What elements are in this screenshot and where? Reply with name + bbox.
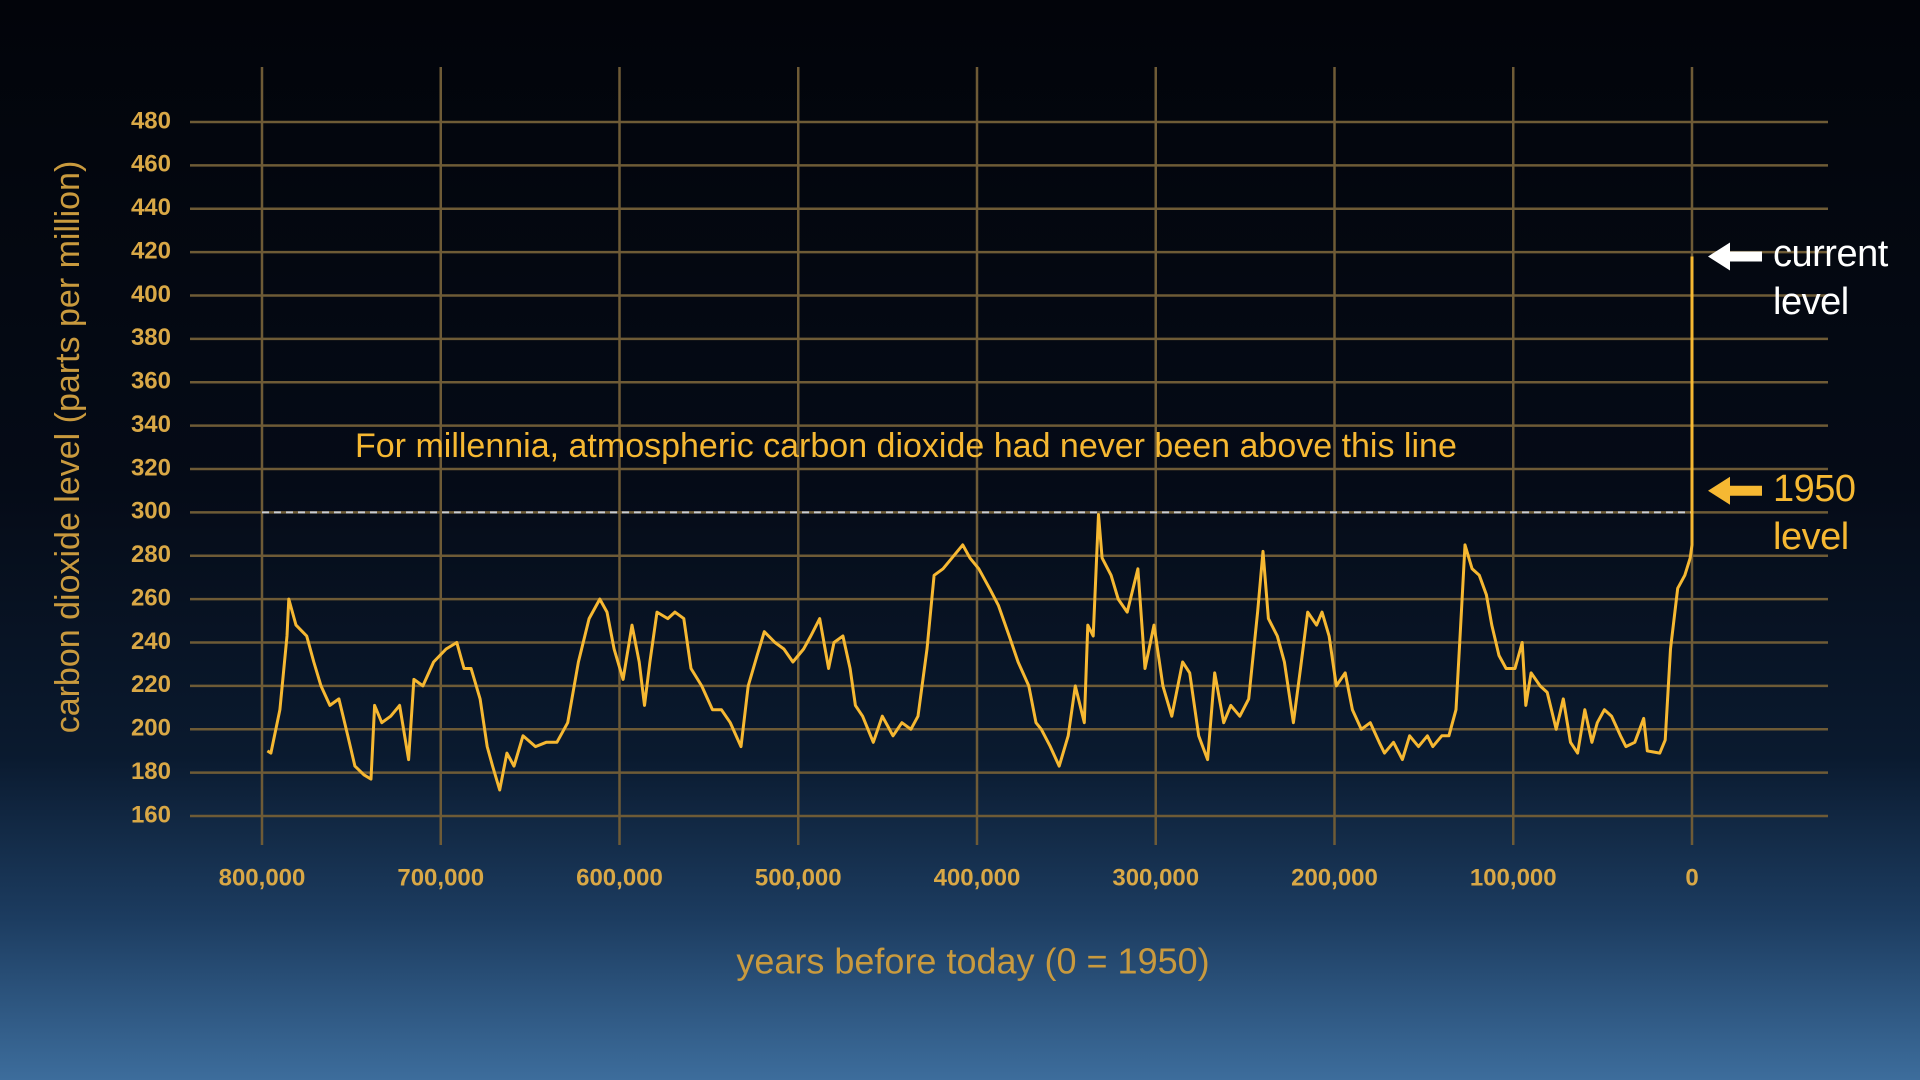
y-tick-label: 460 <box>131 151 171 178</box>
y-axis-label: carbon dioxide level (parts per million) <box>49 161 87 734</box>
y-tick-label: 400 <box>131 281 171 308</box>
data-line <box>266 256 1694 792</box>
annotation-arrow <box>1708 242 1762 271</box>
x-tick-label: 100,000 <box>1470 864 1557 891</box>
y-tick-label: 180 <box>131 758 171 785</box>
y-tick-label: 440 <box>131 194 171 221</box>
y-tick-label: 240 <box>131 628 171 655</box>
x-tick-label: 800,000 <box>219 864 306 891</box>
x-tick-label: 300,000 <box>1112 864 1199 891</box>
x-tick-label: 600,000 <box>576 864 663 891</box>
x-tick-label: 500,000 <box>755 864 842 891</box>
y-tick-label: 260 <box>131 584 171 611</box>
y-tick-label: 280 <box>131 541 171 568</box>
y-tick-label: 360 <box>131 368 171 395</box>
y-tick-label: 340 <box>131 411 171 438</box>
y-tick-label: 160 <box>131 801 171 828</box>
y-tick-label: 320 <box>131 454 171 481</box>
y-tick-label: 420 <box>131 237 171 264</box>
x-tick-label: 0 <box>1685 864 1698 891</box>
x-axis-label: years before today (0 = 1950) <box>736 941 1209 982</box>
x-tick-label: 700,000 <box>397 864 484 891</box>
x-tick-label: 400,000 <box>934 864 1021 891</box>
y-tick-label: 380 <box>131 324 171 351</box>
y-tick-label: 480 <box>131 107 171 134</box>
x-tick-label: 200,000 <box>1291 864 1378 891</box>
y-tick-label: 200 <box>131 715 171 742</box>
y-tick-label: 300 <box>131 498 171 525</box>
annotation-label: 1950 level <box>1773 467 1856 558</box>
y-tick-label: 220 <box>131 671 171 698</box>
reference-label: For millennia, atmospheric carbon dioxid… <box>355 427 1457 465</box>
annotation-label: current level <box>1773 233 1888 324</box>
annotation-arrow <box>1708 476 1762 505</box>
